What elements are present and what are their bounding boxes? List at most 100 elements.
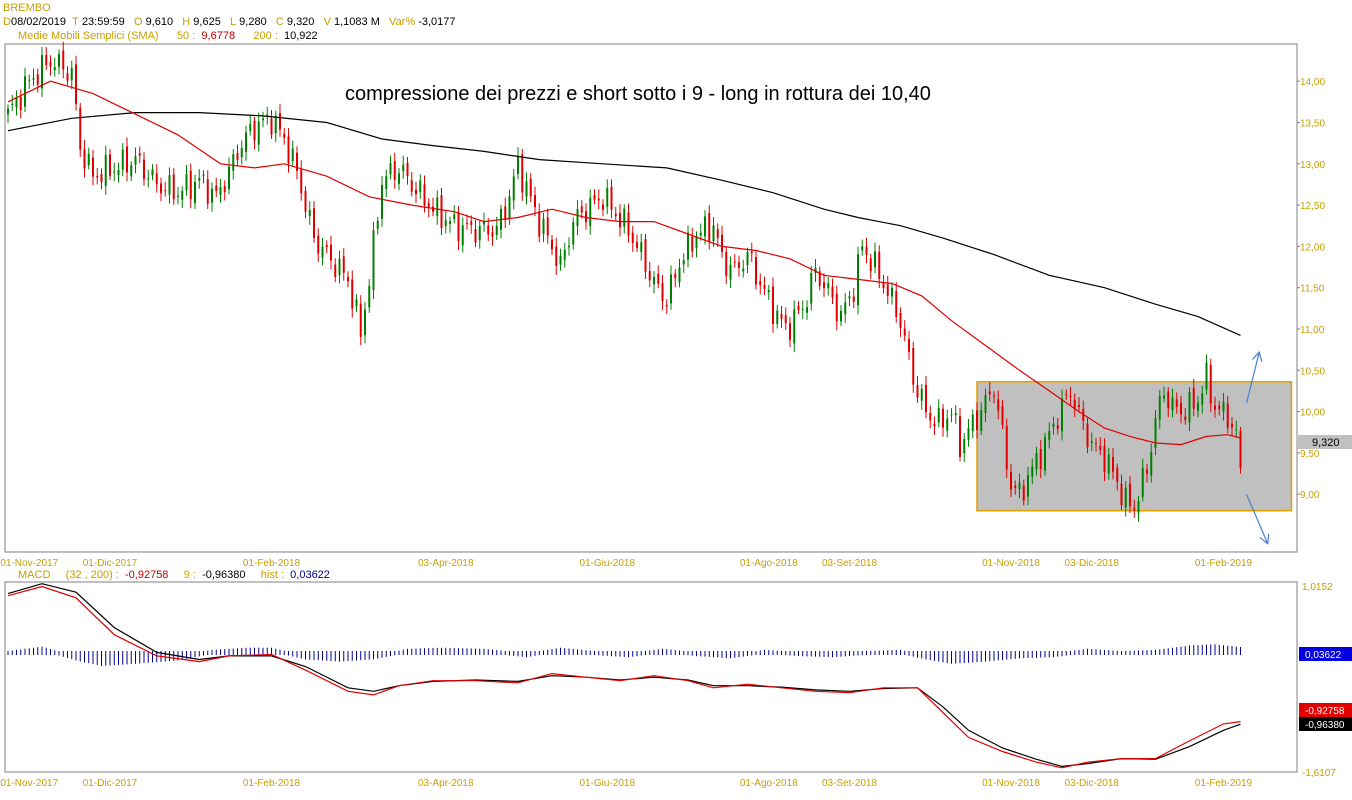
- macd-badge: -0,92758: [1305, 706, 1345, 717]
- candle-body: [797, 305, 800, 311]
- candle-body: [984, 395, 987, 413]
- candle-body: [381, 184, 383, 219]
- candle-body: [49, 61, 52, 67]
- candle-body: [457, 212, 460, 242]
- candle-body: [725, 251, 728, 276]
- candle-body: [546, 217, 549, 236]
- candle-body: [126, 146, 128, 173]
- candle-body: [801, 309, 804, 311]
- macd-x-tick-label: 01-Feb-2018: [243, 778, 301, 789]
- candle-body: [1069, 395, 1072, 398]
- candle-body: [15, 97, 18, 108]
- candle-body: [147, 178, 150, 180]
- candle-body: [1056, 425, 1059, 429]
- candle-body: [950, 414, 953, 416]
- candle-body: [682, 260, 685, 265]
- candle-body: [436, 197, 439, 216]
- candle-body: [937, 408, 940, 423]
- candle-body: [920, 388, 923, 401]
- candle-body: [313, 208, 315, 238]
- candle-body: [687, 232, 689, 260]
- macd-x-tick-label: 03-Set-2018: [822, 778, 877, 789]
- candle-body: [287, 136, 290, 164]
- candle-body: [576, 209, 579, 227]
- candle-body: [79, 107, 82, 150]
- candle-body: [1192, 387, 1195, 409]
- macd-x-tick-label: 01-Nov-2018: [982, 778, 1040, 789]
- candle-body: [100, 174, 103, 183]
- candle-body: [168, 175, 171, 195]
- candle-body: [470, 221, 473, 225]
- candle-body: [988, 391, 991, 395]
- candle-body: [674, 273, 677, 279]
- y-tick-label: 10,00: [1300, 408, 1325, 419]
- candle-body: [980, 410, 983, 431]
- candle-body: [793, 309, 796, 344]
- candle-body: [631, 232, 634, 243]
- candle-body: [512, 176, 515, 201]
- candle-body: [572, 222, 575, 245]
- candle-body: [41, 55, 43, 89]
- candle-body: [827, 283, 830, 289]
- candle-body: [619, 212, 621, 228]
- macd-chart[interactable]: 1,0152 -1,6107 01-Nov-2017 01-Dic-2017 01-F…: [0, 580, 1352, 800]
- candle-body: [1167, 391, 1170, 409]
- candle-body: [321, 246, 324, 258]
- candle-body: [559, 255, 562, 265]
- candle-body: [1222, 401, 1225, 412]
- candle-body: [844, 302, 847, 315]
- y-tick-label: 11,50: [1300, 284, 1325, 295]
- candle-body: [691, 236, 694, 252]
- candle-body: [211, 188, 213, 203]
- candle-body: [474, 228, 477, 243]
- candle-body: [1150, 451, 1153, 476]
- price-chart[interactable]: 14,00 13,50 13,00 12,50 12,00 11,50 11,00 10,50…: [0, 0, 1352, 580]
- candle-body: [665, 305, 668, 307]
- candle-body: [916, 385, 919, 398]
- candle-body: [525, 181, 528, 197]
- chart-annotation: compressione dei prezzi e short sotto i …: [345, 83, 931, 105]
- candle-body: [134, 156, 137, 165]
- candle-body: [143, 159, 145, 180]
- candle-body: [453, 214, 456, 220]
- candle-body: [347, 276, 349, 282]
- candle-body: [266, 114, 269, 116]
- candle-body: [330, 244, 332, 261]
- candle-body: [644, 239, 647, 272]
- candle-body: [117, 170, 120, 176]
- x-tick-label: 01-Nov-2018: [982, 558, 1040, 569]
- candle-body: [202, 174, 205, 176]
- candle-body: [487, 225, 490, 235]
- candle-body: [223, 185, 226, 192]
- candle-body: [1209, 364, 1212, 404]
- candle-body: [138, 153, 141, 156]
- candle-body: [1124, 487, 1127, 508]
- arrow-head-icon: [1259, 533, 1270, 545]
- macd-badge-bg: [1299, 703, 1352, 717]
- candle-body: [704, 216, 706, 237]
- candle-body: [967, 428, 970, 440]
- candle-body: [946, 418, 949, 431]
- macd-x-tick-label: 01-Nov-2017: [0, 778, 58, 789]
- candle-body: [508, 196, 511, 219]
- candle-body: [1116, 467, 1119, 482]
- candle-body: [1235, 429, 1238, 431]
- candle-body: [1205, 362, 1208, 390]
- symbol-title: BREMBO: [3, 2, 51, 14]
- signal-badge-bg: [1299, 717, 1352, 731]
- x-tick-label: 03-Apr-2018: [418, 558, 474, 569]
- candle-body: [840, 310, 842, 322]
- candle-body: [657, 273, 660, 284]
- candle-body: [444, 219, 447, 227]
- candle-body: [249, 123, 252, 132]
- candle-body: [491, 232, 494, 237]
- candle-body: [776, 310, 779, 324]
- x-tick-label: 03-Set-2018: [822, 558, 877, 569]
- candle-body: [296, 152, 298, 171]
- candle-body: [398, 173, 400, 184]
- candle-body: [874, 251, 876, 268]
- candle-body: [712, 225, 715, 242]
- candle-body: [177, 195, 179, 197]
- x-tick-label: 01-Dic-2017: [83, 558, 138, 569]
- candle-body: [160, 183, 162, 194]
